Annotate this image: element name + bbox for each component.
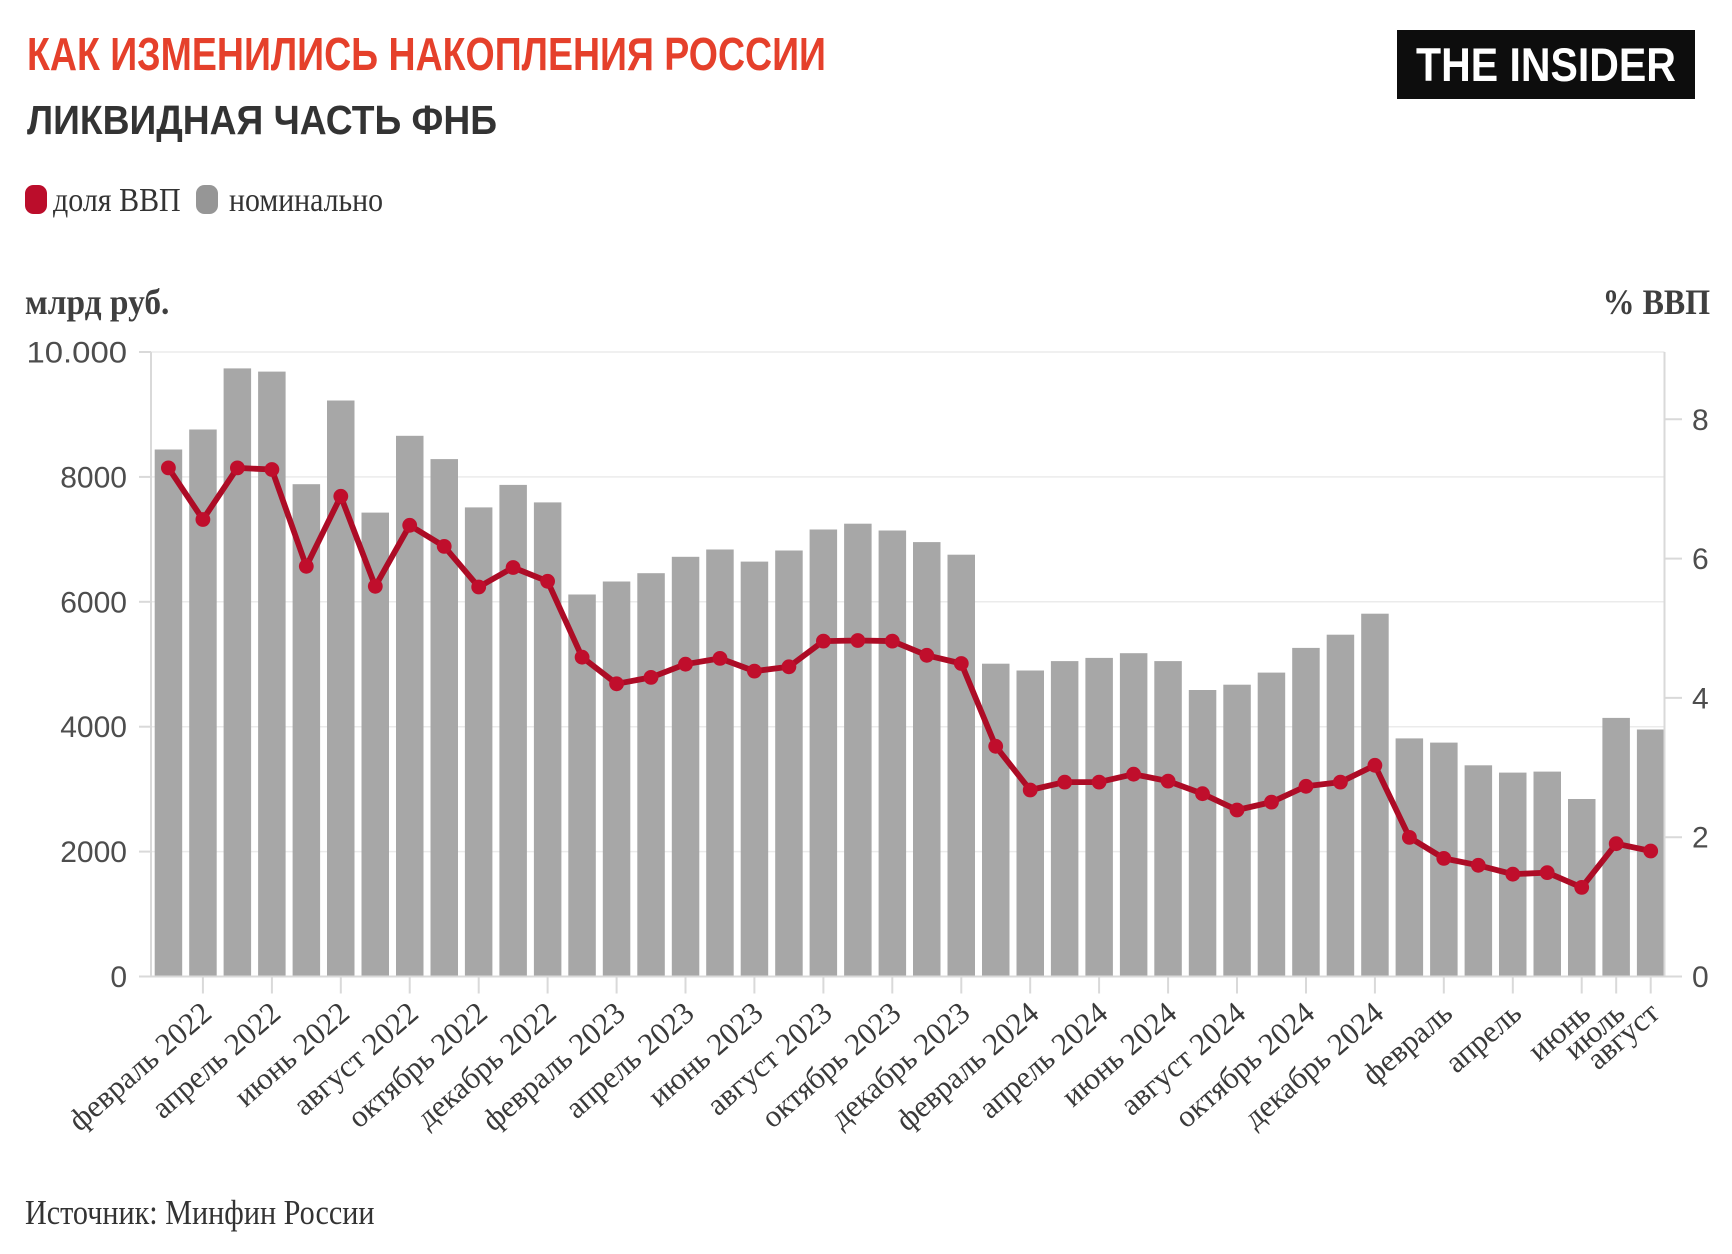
svg-text:4: 4	[1692, 682, 1709, 715]
svg-text:4000: 4000	[60, 711, 127, 744]
svg-text:6: 6	[1692, 543, 1709, 576]
svg-text:2000: 2000	[60, 836, 127, 869]
svg-text:8000: 8000	[60, 461, 127, 494]
svg-text:0: 0	[110, 961, 127, 994]
svg-text:8: 8	[1692, 404, 1709, 437]
svg-text:6000: 6000	[60, 586, 127, 619]
svg-text:2: 2	[1692, 822, 1709, 855]
svg-text:апрель: апрель	[1438, 995, 1528, 1080]
svg-text:0: 0	[1692, 961, 1709, 994]
svg-text:10.000: 10.000	[27, 337, 128, 370]
